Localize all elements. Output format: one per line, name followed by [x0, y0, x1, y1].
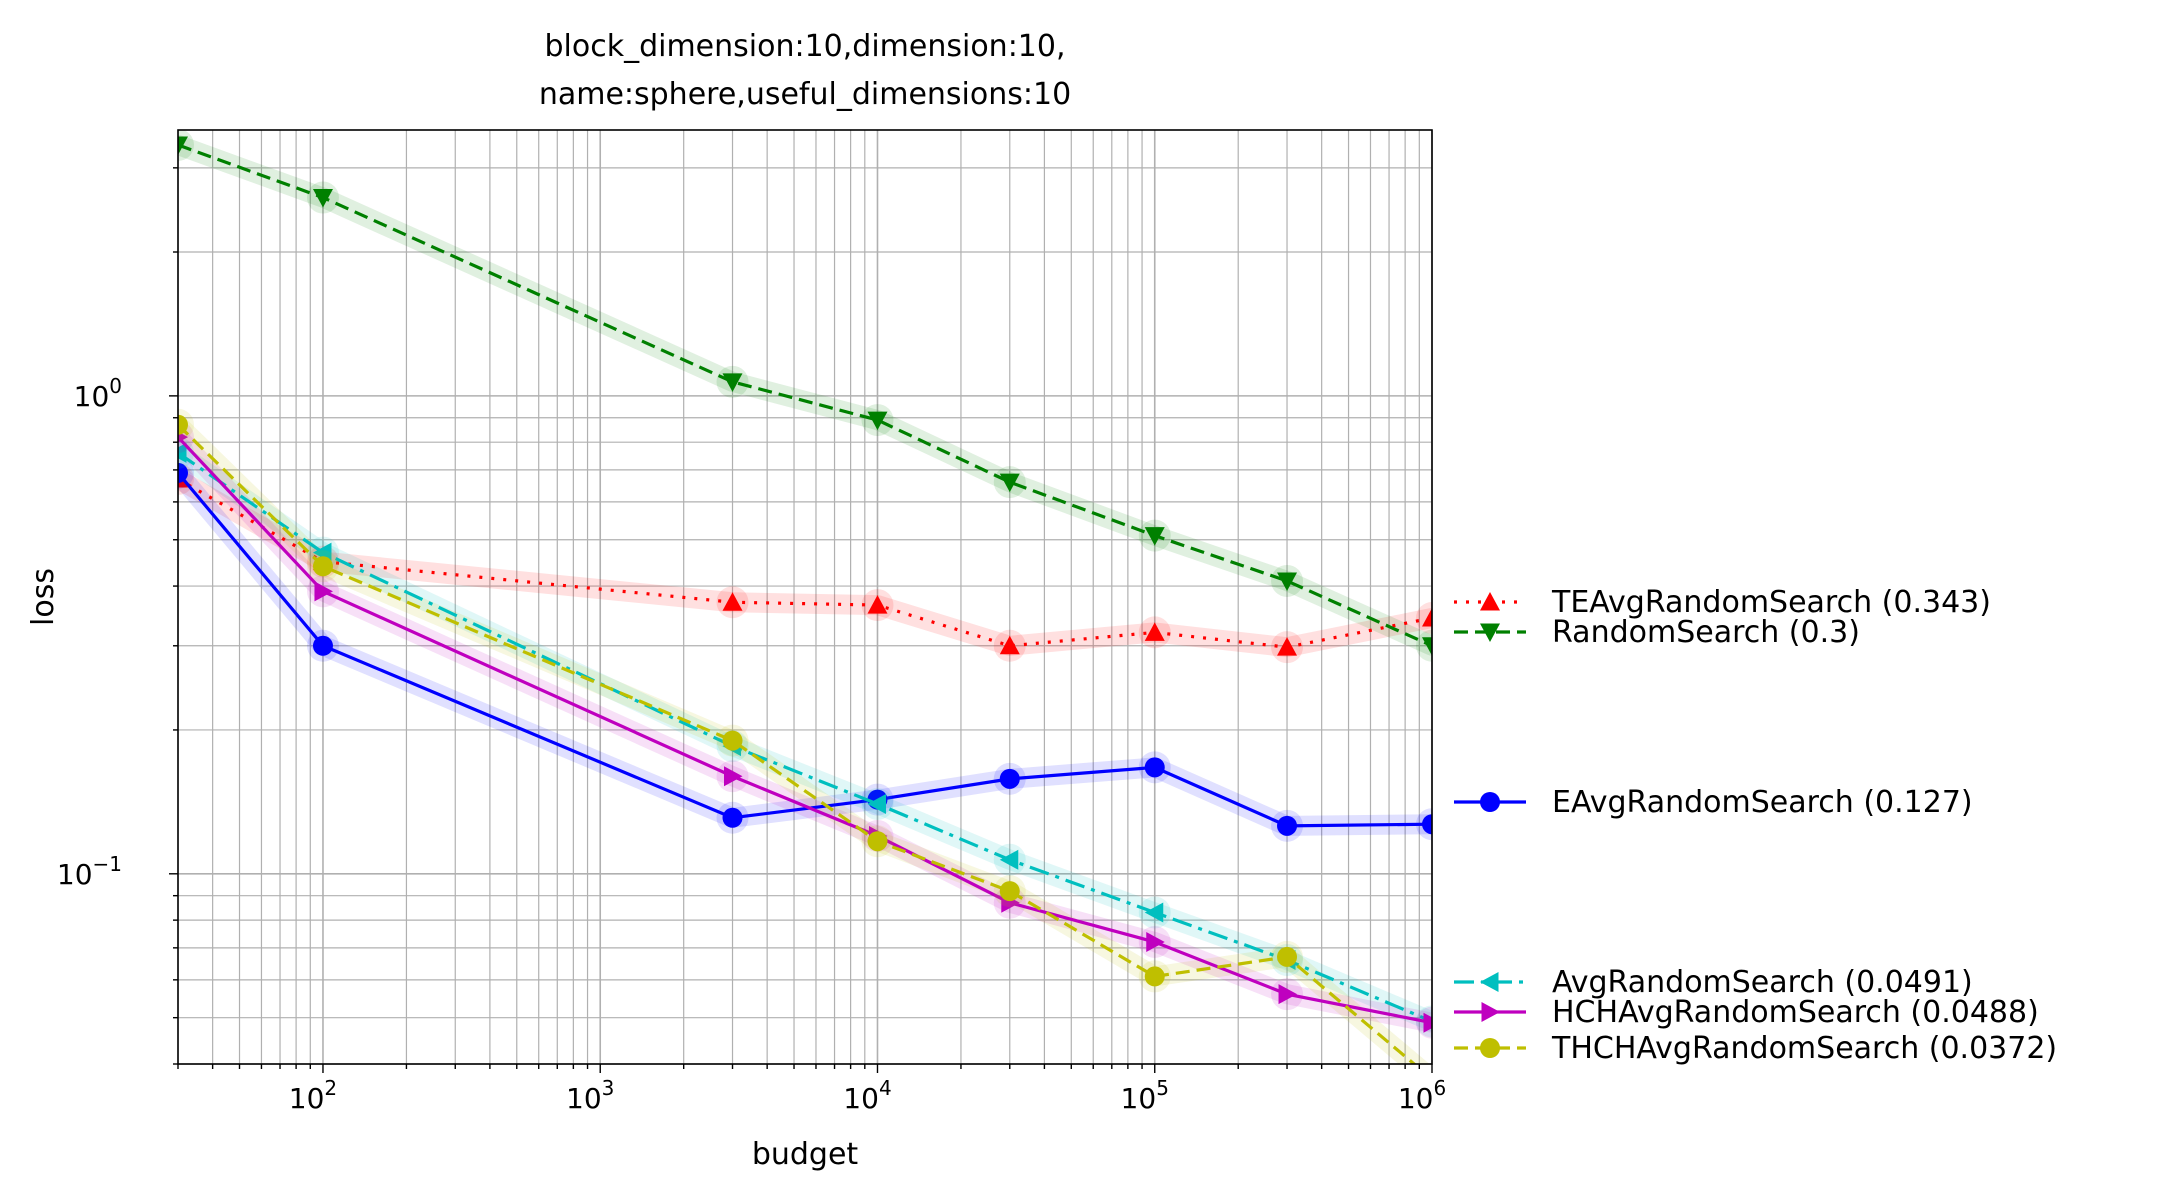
y-axis-label: loss	[26, 568, 61, 626]
x-tick-label: 103	[566, 1076, 614, 1115]
data-point	[1422, 607, 1432, 627]
legend-marker	[1480, 623, 1500, 642]
legend-label: TEAvgRandomSearch (0.343)	[1551, 585, 1991, 620]
data-point	[999, 881, 1020, 902]
legend-item: TEAvgRandomSearch (0.343)	[1454, 585, 1991, 620]
series-band	[178, 442, 1432, 1032]
data-point	[722, 807, 743, 828]
data-point	[999, 635, 1020, 655]
data-point	[1422, 637, 1432, 656]
data-point	[1422, 814, 1432, 835]
data-point	[1423, 1012, 1432, 1033]
data-point	[867, 411, 888, 431]
legend: TEAvgRandomSearch (0.343)RandomSearch (0…	[1454, 585, 2057, 1066]
y-tick-label: 100	[74, 374, 122, 413]
x-tick-label: 105	[1121, 1076, 1169, 1115]
data-point	[178, 442, 187, 463]
data-point	[722, 592, 743, 611]
y-tick-label: 10−1	[57, 852, 122, 891]
legend-label: RandomSearch (0.3)	[1552, 615, 1860, 650]
axis-ticks: 102 103 104 105 106 100 10−1	[57, 167, 1446, 1115]
series-line	[178, 423, 1417, 1064]
legend-marker	[1480, 1038, 1500, 1058]
legend-label: THCHAvgRandomSearch (0.0372)	[1551, 1031, 2057, 1066]
series	[178, 421, 1432, 1039]
data-point	[1277, 637, 1298, 656]
data-point	[312, 189, 333, 208]
data-point	[1146, 931, 1165, 952]
data-point	[1144, 902, 1164, 923]
legend-label: EAvgRandomSearch (0.127)	[1552, 785, 1973, 820]
legend-marker	[1480, 592, 1500, 611]
series-line	[178, 471, 1432, 828]
legend-item: THCHAvgRandomSearch (0.0372)	[1454, 1031, 2057, 1066]
series-lines	[178, 130, 1432, 1064]
legend-item: EAvgRandomSearch (0.127)	[1454, 785, 1973, 820]
data-point	[312, 635, 333, 656]
data-point	[178, 462, 188, 483]
data-point	[999, 768, 1020, 789]
data-point	[1277, 815, 1298, 836]
chart-title-line-2: name:sphere,useful_dimensions:10	[539, 77, 1071, 112]
legend-marker	[1480, 792, 1500, 812]
legend-marker	[1480, 972, 1499, 992]
x-tick-label: 104	[843, 1076, 891, 1115]
legend-item: HCHAvgRandomSearch (0.0488)	[1454, 995, 2039, 1030]
data-point	[1278, 984, 1298, 1005]
data-point	[178, 136, 188, 155]
data-point	[1277, 946, 1298, 967]
series-line	[178, 435, 1432, 1025]
legend-label: AvgRandomSearch (0.0491)	[1552, 965, 1973, 1000]
series	[178, 456, 1432, 842]
data-point	[312, 556, 333, 577]
x-axis-label: budget	[752, 1137, 859, 1172]
series-line	[178, 477, 1432, 649]
legend-marker	[1481, 1002, 1500, 1022]
data-point	[1144, 622, 1165, 641]
data-point	[724, 766, 743, 787]
data-point	[722, 373, 743, 392]
data-point	[1144, 527, 1165, 546]
data-point	[1144, 966, 1165, 987]
data-point	[722, 730, 743, 751]
series-line	[178, 143, 1432, 648]
series	[178, 130, 1432, 662]
data-point	[999, 849, 1019, 870]
series	[178, 408, 1432, 1064]
chart-title-line-1: block_dimension:10,dimension:10,	[544, 29, 1065, 64]
legend-item: AvgRandomSearch (0.0491)	[1454, 965, 1973, 1000]
legend-label: HCHAvgRandomSearch (0.0488)	[1552, 995, 2039, 1030]
data-point	[867, 831, 888, 852]
x-tick-label: 106	[1398, 1076, 1446, 1115]
data-point	[867, 793, 886, 814]
data-point	[1144, 757, 1165, 778]
data-point	[999, 473, 1020, 493]
data-point	[314, 581, 333, 602]
plot-frame	[177, 129, 1433, 1065]
x-tick-label: 102	[289, 1076, 337, 1115]
data-point	[867, 595, 888, 614]
legend-item: RandomSearch (0.3)	[1454, 615, 1860, 650]
data-point	[1277, 572, 1298, 591]
data-point	[178, 414, 188, 435]
